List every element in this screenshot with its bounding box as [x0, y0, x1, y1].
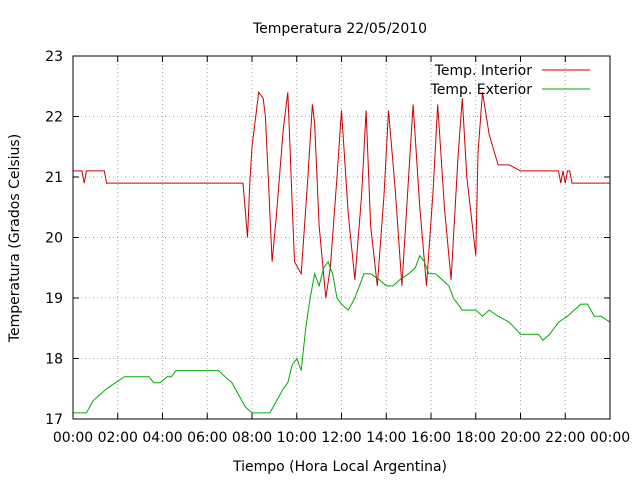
axis-ticks: 00:00 02:00 04:00 06:00 08:00 10:00 12:00 14:00…: [45, 49, 630, 446]
x-tick-label: 02:00: [98, 430, 138, 446]
legend-label: Temp. Exterior: [430, 82, 533, 98]
y-tick-label: 21: [45, 170, 63, 186]
series-line-exterior: [73, 254, 611, 414]
x-tick-label: 06:00: [187, 430, 227, 446]
y-tick-label: 20: [45, 231, 63, 247]
y-tick-label: 19: [45, 291, 63, 307]
x-tick-label: 16:00: [411, 430, 451, 446]
x-tick-label: 08:00: [232, 430, 272, 446]
x-tick-label: 00:00: [590, 430, 630, 446]
x-axis-label: Tiempo (Hora Local Argentina): [232, 459, 447, 475]
x-tick-label: 22:00: [545, 430, 585, 446]
x-tick-label: 14:00: [366, 430, 406, 446]
series-layer: [73, 91, 611, 414]
x-tick-label: 10:00: [277, 430, 317, 446]
y-axis-label: Temperatura (Grados Celsius): [7, 134, 23, 343]
series-line-interior: [73, 91, 610, 299]
x-tick-label: 12:00: [321, 430, 361, 446]
x-tick-label: 18:00: [456, 430, 496, 446]
legend-label: Temp. Interior: [434, 63, 533, 79]
x-tick-label: 00:00: [53, 430, 93, 446]
y-tick-label: 23: [45, 49, 63, 65]
legend: Temp. Interior Temp. Exterior: [430, 63, 590, 98]
y-tick-label: 18: [45, 352, 63, 368]
x-tick-label: 04:00: [142, 430, 182, 446]
x-tick-label: 20:00: [500, 430, 540, 446]
y-tick-label: 22: [45, 110, 63, 126]
chart-title: Temperatura 22/05/2010: [252, 21, 427, 37]
y-tick-label: 17: [45, 412, 63, 428]
